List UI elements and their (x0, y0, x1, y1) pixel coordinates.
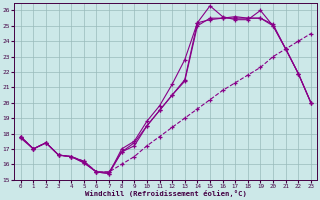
X-axis label: Windchill (Refroidissement éolien,°C): Windchill (Refroidissement éolien,°C) (85, 190, 247, 197)
